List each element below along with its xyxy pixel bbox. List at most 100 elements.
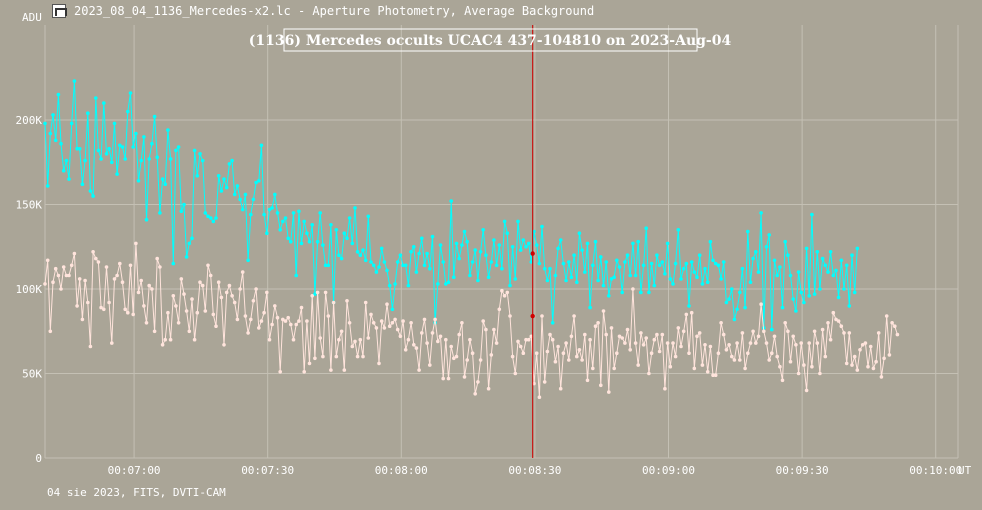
data-point-target [473, 248, 478, 252]
data-point-target [75, 146, 79, 151]
chart-title: (1136) Mercedes occults UCAC4 437-104810… [249, 33, 732, 49]
data-point-target [382, 260, 387, 264]
data-point-comparison [382, 326, 387, 330]
data-point-target [732, 317, 737, 322]
data-point-target [94, 96, 98, 100]
data-point-target [187, 241, 192, 246]
data-point-comparison [387, 324, 392, 329]
data-point-target [126, 109, 130, 114]
data-point-comparison [444, 337, 448, 342]
data-point-target [775, 273, 779, 278]
data-point-comparison [232, 300, 237, 305]
data-point-comparison [834, 317, 838, 322]
data-point-comparison [69, 263, 74, 268]
data-point-comparison [534, 351, 539, 356]
data-point-target [454, 241, 459, 246]
data-point-comparison [649, 351, 654, 356]
data-point-comparison [540, 314, 544, 318]
data-point-comparison [772, 334, 777, 339]
data-point-comparison [601, 309, 606, 313]
series [43, 79, 900, 400]
data-point-comparison [182, 292, 186, 296]
data-point-target [802, 300, 806, 305]
data-point-comparison [214, 324, 218, 329]
data-point-target [510, 245, 515, 249]
data-point-target [746, 229, 750, 234]
data-point-comparison [163, 337, 167, 342]
data-point-target [190, 236, 194, 241]
lightcurve-chart[interactable]: 0 50K 100K 150K 200K 00:07:00 00:07:30 00:08:0… [0, 0, 982, 480]
data-point-target [425, 251, 429, 256]
data-point-comparison [281, 317, 285, 322]
data-point-comparison [545, 349, 550, 354]
data-point-target [369, 260, 373, 264]
y-tick-label: 50K [22, 368, 42, 381]
data-point-comparison [45, 258, 50, 263]
data-point-comparison [641, 343, 646, 347]
data-point-target [385, 268, 389, 273]
data-point-comparison [783, 321, 787, 325]
data-point-comparison [609, 326, 614, 330]
data-point-target [521, 238, 526, 242]
data-point-comparison [518, 344, 523, 349]
data-point-target [326, 263, 331, 268]
data-point-comparison [128, 263, 133, 268]
data-point-comparison [331, 300, 336, 305]
data-point-target [724, 300, 729, 305]
data-point-comparison [297, 319, 301, 323]
data-point-target [836, 295, 841, 300]
data-point-target [353, 206, 357, 210]
data-point-target [262, 212, 266, 217]
data-point-target [214, 216, 218, 220]
data-point-target [150, 141, 154, 146]
data-point-comparison [286, 315, 291, 320]
data-point-comparison [502, 294, 507, 298]
data-point-target [219, 189, 224, 193]
data-point-target [441, 260, 446, 264]
y-tick-label: 100K [16, 283, 43, 296]
data-point-target [599, 255, 603, 259]
data-point-comparison [786, 329, 790, 334]
data-point-comparison [94, 256, 98, 261]
data-point-target [107, 146, 111, 151]
data-point-target [671, 282, 675, 286]
data-point-target [721, 260, 726, 264]
data-point-comparison [216, 280, 221, 285]
data-point-target [575, 280, 579, 285]
data-point-target [123, 157, 127, 161]
data-point-comparison [791, 334, 795, 339]
data-point-target [748, 280, 753, 285]
data-point-comparison [604, 332, 608, 337]
data-point-comparison [345, 299, 349, 303]
data-point-comparison [48, 329, 53, 334]
data-point-target [639, 290, 643, 295]
data-point-comparison [305, 319, 309, 323]
data-point-comparison [561, 351, 566, 356]
data-point-comparison [727, 343, 731, 347]
data-point-target [756, 270, 761, 274]
data-point-target [609, 277, 614, 281]
data-point-comparison [67, 273, 71, 278]
data-point-target [444, 282, 448, 286]
data-point-target [273, 192, 277, 197]
data-point-comparison [730, 354, 734, 359]
data-point-target [267, 207, 272, 212]
data-point-target [735, 307, 739, 312]
data-point-comparison [134, 241, 138, 246]
data-point-target [660, 260, 665, 264]
marker-point-comparison [530, 313, 535, 319]
data-point-target [80, 182, 85, 186]
data-point-target [593, 239, 598, 244]
data-point-target [818, 287, 822, 291]
data-point-target [315, 239, 320, 244]
data-point-comparison [395, 327, 400, 332]
grid [44, 25, 959, 459]
data-point-comparison [639, 331, 643, 335]
data-point-comparison [695, 334, 699, 339]
data-point-target [283, 216, 288, 220]
data-point-comparison [323, 290, 328, 295]
data-point-comparison [318, 336, 323, 340]
data-point-comparison [711, 373, 715, 378]
data-point-target [831, 273, 836, 278]
data-point-target [500, 266, 504, 271]
